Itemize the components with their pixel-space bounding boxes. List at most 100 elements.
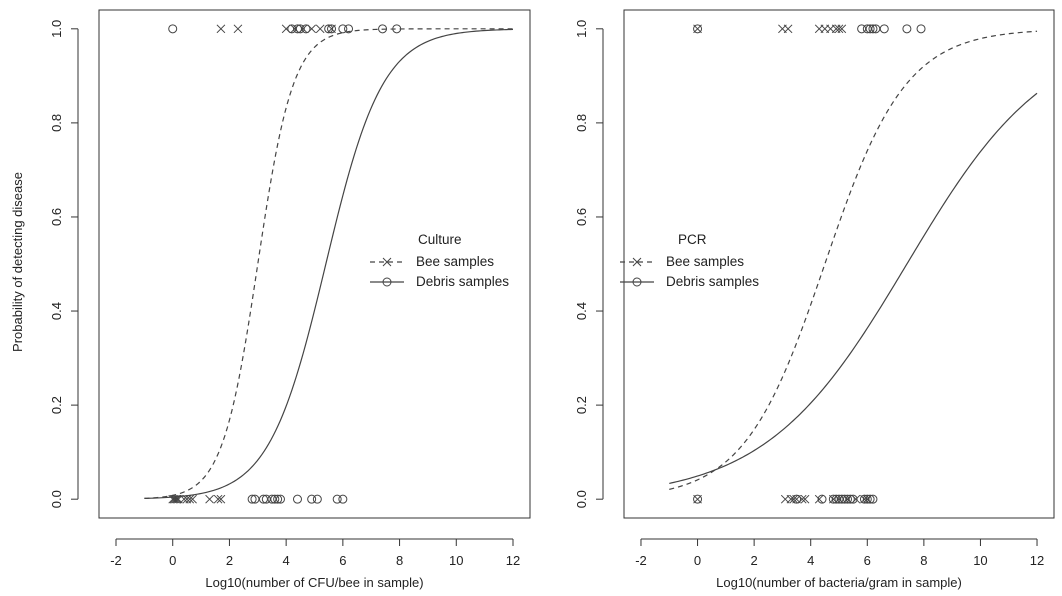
debris-sample-point	[301, 24, 311, 34]
cross-stroke	[800, 494, 810, 504]
cross-stroke	[213, 494, 223, 504]
debris-sample-point	[258, 494, 268, 504]
y-tick-label: 0.6	[574, 208, 589, 226]
debris-sample-point	[344, 24, 354, 34]
debris-sample-point	[842, 494, 852, 504]
debris-sample-point	[868, 24, 878, 34]
cross-stroke	[185, 494, 195, 504]
x-axis-label: Log10(number of CFU/bee in sample)	[205, 575, 423, 590]
bee-sample-point	[837, 24, 847, 34]
debris-sample-point	[862, 494, 872, 504]
y-tick-label: 0.8	[49, 114, 64, 132]
cross-stroke	[789, 494, 799, 504]
bee-sample-point	[216, 494, 226, 504]
y-tick-label: 0.6	[49, 208, 64, 226]
y-tick-label: 0.2	[49, 396, 64, 414]
debris-sample-point	[292, 24, 302, 34]
debris-sample-point	[270, 494, 280, 504]
y-tick-label: 0.2	[574, 396, 589, 414]
bee-curve-line	[669, 30, 1038, 490]
bee-sample-point	[213, 494, 223, 504]
debris-sample-point	[792, 494, 802, 504]
debris-sample-point	[378, 24, 388, 34]
x-tick-label: 10	[973, 553, 987, 568]
debris-sample-point	[247, 494, 257, 504]
debris-sample-point	[292, 494, 302, 504]
legend-debris-label: Debris samples	[416, 274, 509, 289]
bee-sample-point	[834, 24, 844, 34]
bee-sample-point	[800, 494, 810, 504]
debris-sample-point	[287, 24, 297, 34]
legend-bee-label: Bee samples	[666, 254, 744, 269]
y-axis-label: Probability of detecting disease	[10, 172, 25, 352]
debris-sample-point	[295, 24, 305, 34]
cross-stroke	[837, 24, 847, 34]
debris-sample-point	[848, 494, 858, 504]
bee-sample-point	[783, 24, 793, 34]
debris-sample-point	[879, 24, 889, 34]
x-tick-label: 4	[283, 553, 290, 568]
bee-sample-point	[814, 494, 824, 504]
debris-sample-point	[338, 24, 348, 34]
bee-sample-point	[789, 494, 799, 504]
cross-stroke	[216, 494, 226, 504]
debris-sample-point	[916, 24, 926, 34]
debris-sample-point	[338, 494, 348, 504]
y-tick-label: 0.4	[49, 302, 64, 320]
debris-sample-point	[307, 494, 317, 504]
debris-sample-point	[275, 494, 285, 504]
debris-curve-line	[144, 28, 514, 499]
debris-sample-point	[693, 24, 703, 34]
cross-stroke	[188, 494, 197, 504]
debris-sample-point	[273, 494, 283, 504]
bee-sample-point	[315, 24, 325, 34]
cross-stroke	[216, 24, 226, 34]
cross-stroke	[315, 24, 325, 34]
debris-sample-point	[332, 494, 342, 504]
debris-sample-point	[261, 494, 271, 504]
y-tick-label: 0.4	[574, 302, 589, 320]
x-tick-label: 6	[864, 553, 871, 568]
x-tick-label: 4	[807, 553, 814, 568]
cross-stroke	[632, 257, 642, 267]
plot-frame	[623, 9, 1055, 519]
debris-sample-point	[267, 494, 277, 504]
x-tick-label: -2	[110, 553, 122, 568]
plot-frame	[98, 9, 531, 519]
cross-stroke	[783, 24, 793, 34]
y-tick-label: 1.0	[574, 20, 589, 38]
bee-sample-point	[205, 494, 214, 504]
legend-title: PCR	[678, 232, 707, 247]
x-tick-label: 6	[339, 553, 346, 568]
bee-sample-point	[188, 494, 197, 504]
x-tick-label: 0	[169, 553, 176, 568]
cross-stroke	[233, 24, 243, 34]
x-tick-label: 12	[506, 553, 520, 568]
y-tick-label: 0.0	[574, 490, 589, 508]
debris-sample-point	[312, 494, 322, 504]
x-tick-label: 10	[449, 553, 463, 568]
bee-sample-point	[185, 494, 195, 504]
bee-sample-point	[216, 24, 226, 34]
debris-curve-line	[669, 92, 1038, 484]
legend-debris-marker	[632, 277, 642, 287]
legend-debris-label: Debris samples	[666, 274, 759, 289]
x-tick-label: 8	[920, 553, 927, 568]
debris-sample-point	[327, 24, 337, 34]
legend-bee-label: Bee samples	[416, 254, 494, 269]
cross-stroke	[382, 257, 392, 267]
cross-stroke	[205, 494, 214, 504]
debris-sample-point	[845, 494, 855, 504]
left-panel-culture: -2 0 2 4 6 8 10 12 Log10(number of CFU/bee in sa…	[49, 9, 531, 590]
debris-sample-point	[817, 494, 827, 504]
legend-bee-marker	[632, 257, 642, 267]
x-tick-label: 2	[226, 553, 233, 568]
legend-bee-marker	[382, 257, 392, 267]
debris-sample-point	[392, 24, 402, 34]
y-tick-label: 0.0	[49, 490, 64, 508]
debris-sample-point	[324, 24, 334, 34]
debris-sample-point	[902, 24, 912, 34]
debris-sample-point	[865, 494, 875, 504]
x-tick-label: -2	[635, 553, 647, 568]
